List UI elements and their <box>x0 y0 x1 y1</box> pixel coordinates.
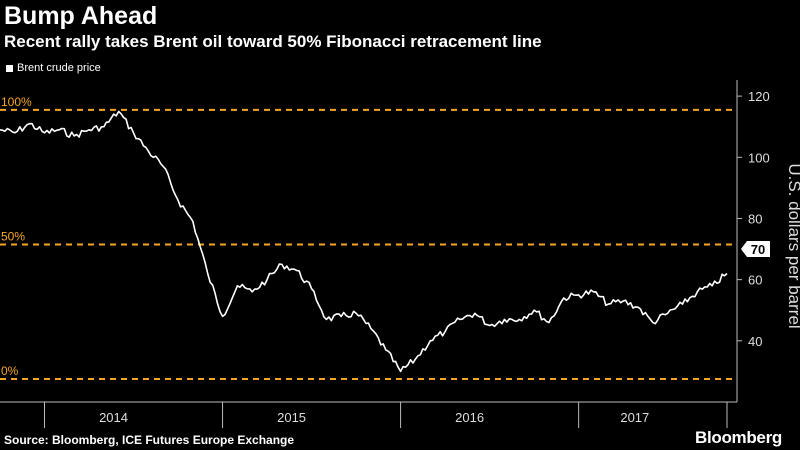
y-tick-label-80: 80 <box>748 211 762 226</box>
y-axis-label: U.S. dollars per barrel <box>785 163 800 328</box>
x-tick-label-2017: 2017 <box>620 410 649 425</box>
fib-label-100: 100% <box>1 95 32 109</box>
x-tick-label-2016: 2016 <box>455 410 484 425</box>
chart-title: Bump Ahead <box>4 2 158 30</box>
series-line-brent <box>0 110 728 373</box>
bloomberg-logo: Bloomberg <box>694 428 782 447</box>
y-tick-label-100: 100 <box>748 150 770 165</box>
y-tick-label-60: 60 <box>748 273 762 288</box>
legend: Brent crude price <box>6 62 101 74</box>
fib-label-0: 0% <box>1 364 19 378</box>
fib-label-50: 50% <box>1 229 25 243</box>
source-note: Source: Bloomberg, ICE Futures Europe Ex… <box>4 433 295 447</box>
y-tick-label-40: 40 <box>748 334 762 349</box>
legend-swatch <box>6 64 13 72</box>
x-tick-label-2014: 2014 <box>99 410 128 425</box>
y-tick-label-120: 120 <box>748 89 770 104</box>
x-tick-label-2015: 2015 <box>277 410 306 425</box>
chart-subtitle: Recent rally takes Brent oil toward 50% … <box>4 32 542 51</box>
last-value-box <box>741 241 770 258</box>
last-value-label: 70 <box>751 242 765 257</box>
legend-label: Brent crude price <box>17 62 101 74</box>
